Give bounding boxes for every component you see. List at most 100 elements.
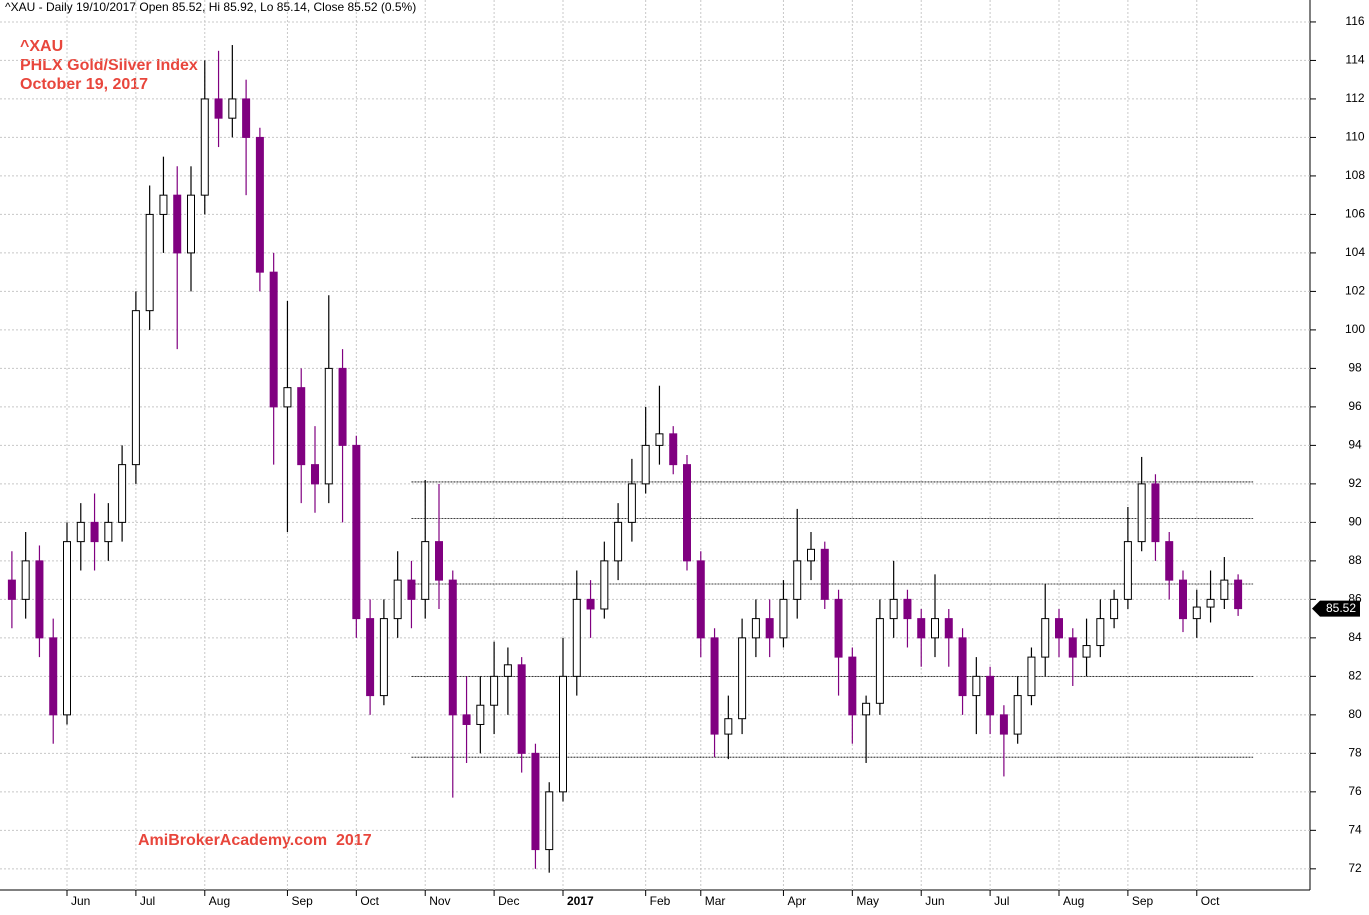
candle-body [765, 618, 774, 639]
chart-header: ^XAU - Daily 19/10/2017 Open 85.52, Hi 8… [5, 0, 416, 14]
candle-body [614, 521, 623, 562]
y-tick-label: 88 [1348, 553, 1362, 567]
candle-body [559, 675, 567, 793]
candle-body [7, 579, 16, 600]
annotation: October 19, 2017 [20, 76, 148, 93]
candle-body [931, 618, 939, 639]
candle-body [145, 213, 154, 312]
candle-body [1013, 695, 1022, 735]
candle-body [35, 560, 44, 639]
y-tick-label: 104 [1345, 245, 1365, 259]
candle-body [228, 98, 237, 119]
candle-body [751, 618, 760, 639]
x-tick-label: Oct [1201, 894, 1220, 908]
candle-body [738, 637, 747, 720]
price-tag-label: 85.52 [1326, 601, 1356, 615]
x-tick-label: Jun [71, 894, 90, 908]
candle-body [1055, 618, 1063, 639]
candle-body [187, 194, 195, 254]
y-tick-label: 94 [1348, 438, 1362, 452]
candle-body [903, 598, 912, 620]
candle-body [655, 433, 664, 446]
y-tick-label: 96 [1348, 399, 1362, 413]
candle-body [104, 521, 113, 543]
candle-body [1220, 579, 1229, 600]
y-tick-label: 112 [1345, 91, 1364, 105]
candle-body [338, 367, 347, 446]
candle-body [600, 560, 609, 610]
x-tick-label: Sep [291, 894, 313, 908]
candle-body [710, 637, 719, 735]
candle-body [448, 579, 457, 716]
x-tick-label: Nov [429, 894, 450, 908]
x-tick-label: Aug [1063, 894, 1084, 908]
y-tick-label: 78 [1348, 746, 1362, 760]
candle-body [90, 521, 99, 543]
price-tag [1312, 600, 1360, 617]
candle-body [76, 521, 85, 543]
candle-body [269, 271, 278, 408]
candle-body [972, 675, 981, 697]
candle-body [1179, 579, 1187, 620]
candle-body [1151, 483, 1160, 543]
candle-body [352, 444, 361, 620]
candle-body [834, 598, 843, 658]
candle-body [627, 483, 636, 523]
candle-body [531, 752, 540, 851]
y-tick-label: 92 [1348, 476, 1362, 490]
y-tick-label: 114 [1345, 53, 1364, 67]
y-tick-label: 84 [1348, 630, 1362, 644]
candle-body [21, 560, 30, 600]
candle-body [793, 560, 802, 600]
x-tick-label: Oct [360, 894, 379, 908]
y-tick-label: 100 [1345, 322, 1365, 336]
y-tick-label: 80 [1348, 707, 1362, 721]
candle-body [379, 618, 388, 697]
x-tick-label: Dec [498, 894, 519, 908]
x-tick-label: Sep [1132, 894, 1154, 908]
candle-body [214, 98, 223, 119]
candle-body [407, 579, 416, 600]
y-tick-label: 72 [1348, 861, 1362, 875]
candle-body [1110, 598, 1119, 620]
candle-body [324, 367, 333, 485]
y-tick-label: 90 [1348, 515, 1362, 529]
candle-body [283, 387, 292, 408]
y-tick-label: 98 [1348, 361, 1362, 375]
candle-body [49, 637, 58, 716]
watermark: AmiBrokerAcademy.com 2017 [138, 832, 372, 849]
candle-body [200, 98, 209, 196]
candle-body [1123, 541, 1132, 600]
candle-body [462, 714, 471, 725]
candle-body [311, 464, 319, 485]
candle-body [669, 433, 678, 466]
candle-body [1206, 598, 1215, 608]
y-tick-label: 108 [1345, 168, 1365, 182]
candle-body [683, 464, 691, 562]
candle-body [958, 637, 967, 697]
candle-body [724, 718, 733, 735]
candle-body [1137, 483, 1146, 543]
candle-body [1068, 637, 1077, 658]
candle-body [986, 675, 995, 716]
candle-body [421, 541, 430, 600]
y-tick-label: 102 [1345, 284, 1365, 298]
candle-body [641, 444, 650, 485]
candle-body [862, 702, 871, 716]
y-tick-label: 116 [1345, 14, 1364, 28]
annotation: PHLX Gold/Silver Index [20, 57, 198, 74]
x-tick-label: Aug [209, 894, 230, 908]
x-tick-label: Feb [650, 894, 671, 908]
candle-body [366, 618, 375, 697]
candle-body [820, 548, 829, 600]
candle-body [131, 310, 140, 466]
candle-body [917, 618, 926, 639]
candle-body [944, 618, 953, 639]
candle-body [1096, 618, 1105, 647]
x-tick-label: Jul [140, 894, 155, 908]
candle-body [242, 98, 251, 138]
candle-body [118, 464, 127, 523]
candle-body [779, 598, 788, 639]
